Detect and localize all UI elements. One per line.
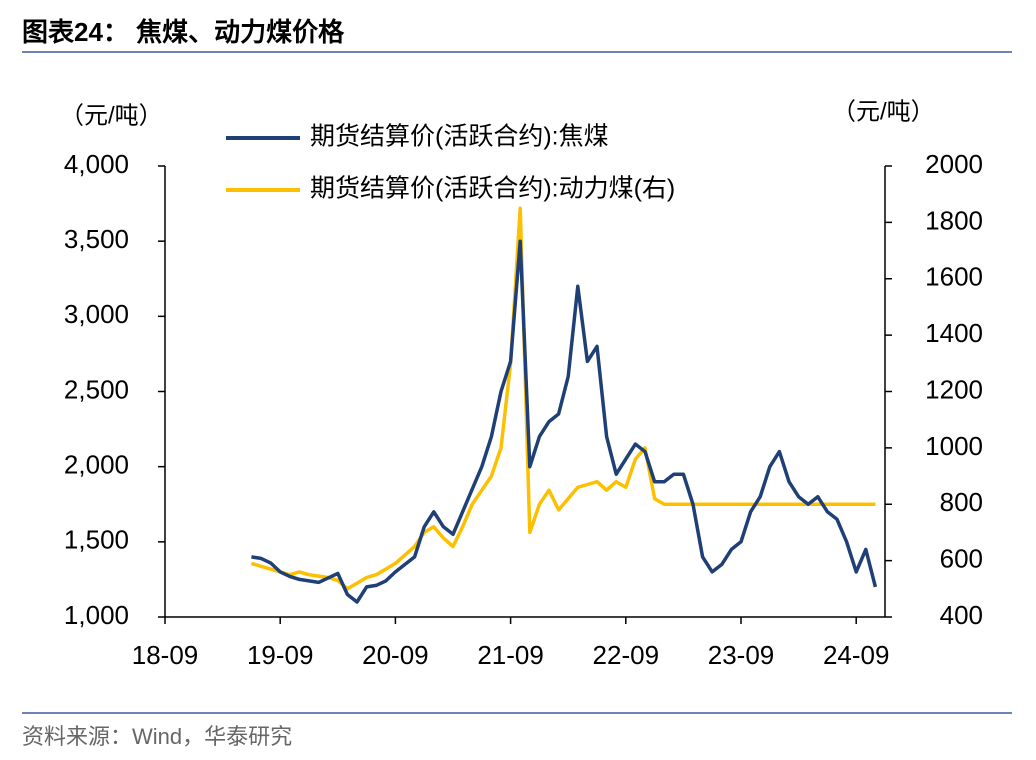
- y-tick-label: 2,500: [64, 374, 129, 404]
- y-axis-label: （元/吨）: [60, 102, 163, 129]
- y2-tick-label: 1400: [925, 318, 983, 348]
- y-tick-label: 1,500: [64, 525, 129, 555]
- y2-tick-label: 1600: [925, 262, 983, 292]
- y-tick-label: 3,500: [64, 224, 129, 254]
- y-tick-label: 1,000: [64, 600, 129, 630]
- x-tick-label: 21-09: [477, 640, 544, 670]
- x-tick-label: 18-09: [132, 640, 199, 670]
- source: 资料来源：Wind，华泰研究: [22, 724, 292, 749]
- y2-tick-label: 1200: [925, 374, 983, 404]
- y2-tick-label: 600: [940, 544, 983, 574]
- y2-tick-label: 800: [940, 487, 983, 517]
- x-tick-label: 23-09: [708, 640, 775, 670]
- chart-title: 图表24： 焦煤、动力煤价格: [22, 17, 345, 47]
- y2-tick-label: 400: [940, 600, 983, 630]
- y2-tick-label: 1000: [925, 431, 983, 461]
- series-line: [251, 239, 878, 604]
- legend-label: 期货结算价(活跃合约):动力煤(右): [310, 175, 675, 203]
- x-tick-label: 24-09: [823, 640, 890, 670]
- series-line: [250, 206, 876, 591]
- y-tick-label: 2,000: [64, 450, 129, 480]
- y2-tick-label: 1800: [925, 205, 983, 235]
- x-tick-label: 20-09: [362, 640, 429, 670]
- y-tick-label: 3,000: [64, 299, 129, 329]
- y2-tick-label: 2000: [925, 149, 983, 179]
- x-tick-label: 22-09: [593, 640, 660, 670]
- y-tick-label: 4,000: [64, 149, 129, 179]
- y2-axis-label: （元/吨）: [832, 98, 935, 125]
- legend-label: 期货结算价(活跃合约):焦煤: [310, 123, 609, 151]
- x-tick-label: 19-09: [247, 640, 314, 670]
